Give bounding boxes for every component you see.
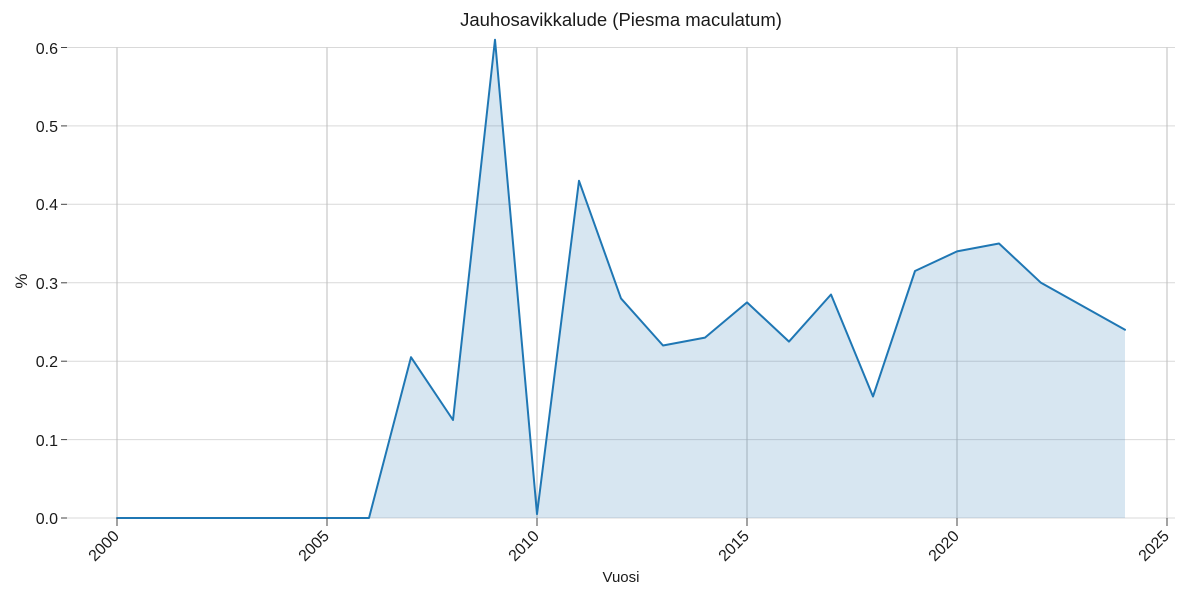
svg-text:2020: 2020 (926, 528, 963, 565)
svg-text:2000: 2000 (86, 528, 123, 565)
svg-text:2010: 2010 (506, 528, 543, 565)
svg-text:2005: 2005 (296, 528, 333, 565)
svg-text:2015: 2015 (716, 528, 753, 565)
svg-text:2025: 2025 (1136, 528, 1173, 565)
